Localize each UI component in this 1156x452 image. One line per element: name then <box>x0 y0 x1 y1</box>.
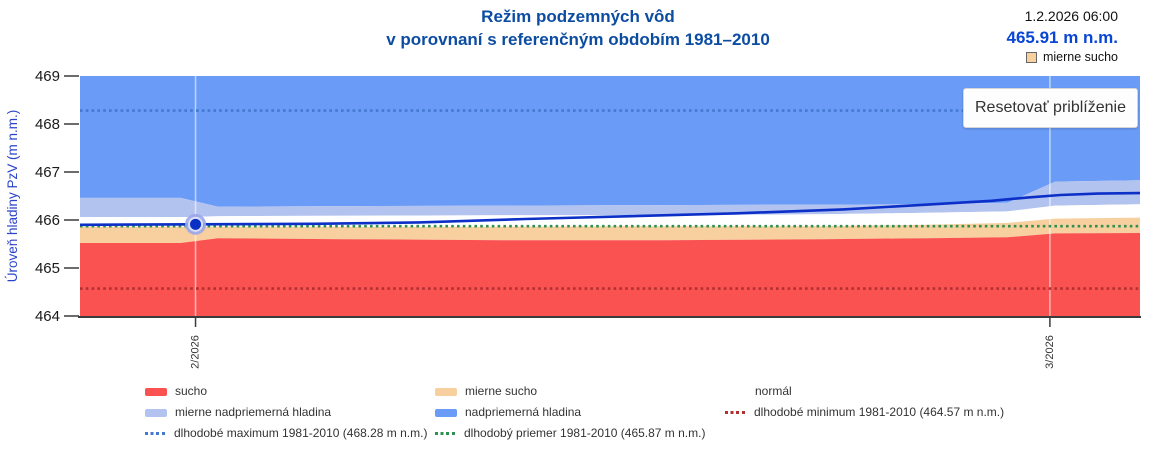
band-nadpriemerna-hladina <box>80 76 1140 207</box>
chart-svg[interactable]: 2/2026 3/2026 464 465 466 467 468 469 Úroveň hla… <box>0 0 1156 380</box>
dotted-line-swatch-icon <box>145 432 166 435</box>
band-sucho <box>80 233 1140 316</box>
legend-label: mierne nadpriemerná hladina <box>175 405 332 419</box>
y-tick-label: 469 <box>35 68 60 85</box>
y-tick-label: 465 <box>35 260 60 277</box>
legend-label: mierne sucho <box>465 384 538 398</box>
y-tick-label: 468 <box>35 116 60 133</box>
current-status: mierne sucho <box>1006 49 1118 66</box>
legend-item-dlhodoby-priemer[interactable]: dlhodobý priemer 1981-2010 (465.87 m n.m… <box>435 426 725 441</box>
legend-item-normal[interactable]: normál <box>725 384 1004 399</box>
legend-label: normál <box>755 384 792 398</box>
current-water-level: 465.91 m n.m. <box>1006 28 1118 47</box>
chart-legend: sucho mierne sucho normál mierne nadpriemer… <box>145 384 1004 441</box>
band-mierne-sucho <box>80 217 1140 243</box>
legend-label: sucho <box>175 384 208 398</box>
y-tick-label: 464 <box>35 308 60 325</box>
area-swatch-icon <box>725 387 747 396</box>
status-label: mierne sucho <box>1042 50 1118 64</box>
legend-item-mierne-sucho[interactable]: mierne sucho <box>435 384 725 399</box>
legend-item-mierne-nadpriemerna-hladina[interactable]: mierne nadpriemerná hladina <box>145 405 435 420</box>
legend-item-dlhodobe-maximum[interactable]: dlhodobé maximum 1981-2010 (468.28 m n.m… <box>145 426 435 441</box>
legend-label: dlhodobé maximum 1981-2010 (468.28 m n.m… <box>174 426 428 440</box>
area-swatch-icon <box>145 408 167 417</box>
y-axis-title: Úroveň hladiny PzV (m n.m.) <box>5 110 20 283</box>
dotted-line-swatch-icon <box>435 432 456 435</box>
current-timestamp: 1.2.2026 06:00 <box>1024 8 1118 24</box>
chart-plot-area[interactable]: 2/2026 3/2026 464 465 466 467 468 469 Úroveň hla… <box>0 0 1156 380</box>
current-reading-panel: 1.2.2026 06:00 465.91 m n.m. mierne such… <box>1006 7 1118 66</box>
legend-item-dlhodobe-minimum[interactable]: dlhodobé minimum 1981-2010 (464.57 m n.m… <box>725 405 1004 420</box>
status-color-swatch-icon <box>1025 52 1037 63</box>
legend-label: dlhodobý priemer 1981-2010 (465.87 m n.m… <box>464 426 706 440</box>
legend-item-nadpriemerna-hladina[interactable]: nadpriemerná hladina <box>435 405 725 420</box>
series-line-hladina-pzv <box>79 191 1141 227</box>
area-swatch-icon <box>435 408 457 417</box>
legend-label: nadpriemerná hladina <box>465 405 582 419</box>
x-tick-label: 3/2026 <box>1044 335 1056 369</box>
reset-zoom-button[interactable]: Resetovať priblíženie <box>963 88 1138 128</box>
area-swatch-icon <box>145 387 167 396</box>
x-tick-label: 2/2026 <box>190 335 202 369</box>
area-swatch-icon <box>435 387 457 396</box>
y-tick-label: 466 <box>35 212 60 229</box>
legend-item-sucho[interactable]: sucho <box>145 384 435 399</box>
current-point-marker[interactable] <box>185 213 207 235</box>
band-normal <box>80 204 1140 227</box>
y-tick-label: 467 <box>35 164 60 181</box>
dotted-line-swatch-icon <box>725 411 746 414</box>
legend-label: dlhodobé minimum 1981-2010 (464.57 m n.m… <box>754 405 1005 419</box>
